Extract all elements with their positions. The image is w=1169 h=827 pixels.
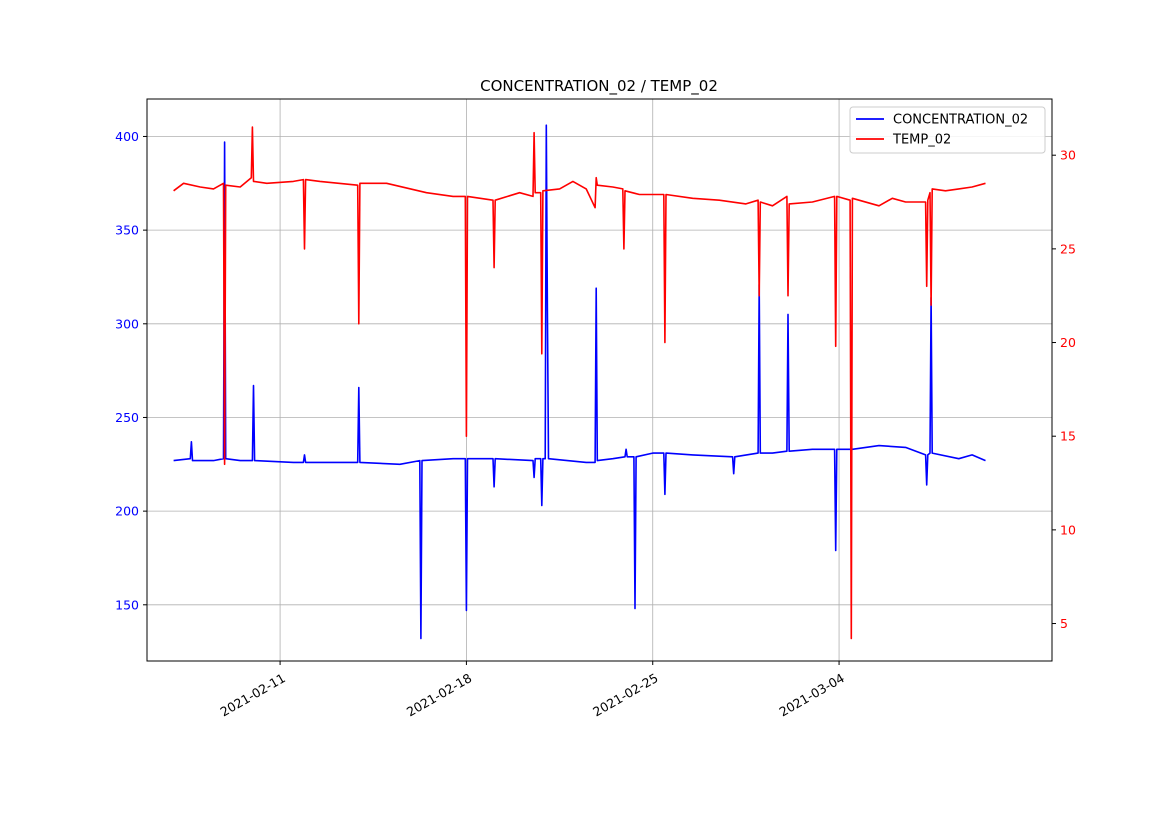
plot-area-frame: [146, 98, 1053, 662]
series-line-temp-02: [173, 126, 986, 640]
y-left-tick-label: 250: [115, 410, 139, 425]
y-right-tick-label: 20: [1060, 335, 1076, 350]
y-left-tick-label: 350: [115, 223, 139, 238]
legend-box: [849, 106, 1046, 154]
legend-label: CONCENTRATION_02: [893, 113, 1028, 128]
legend: CONCENTRATION_02 TEMP_02: [849, 106, 1046, 154]
y-right-tick-label: 25: [1060, 241, 1076, 256]
y-right-tick-label: 10: [1060, 522, 1076, 537]
y-left-tick-label: 200: [115, 504, 139, 519]
y-right-tick-label: 15: [1060, 429, 1076, 444]
series-layer: [173, 124, 986, 640]
y-left-tick-label: 400: [115, 129, 139, 144]
y-right-tick-label: 30: [1060, 148, 1076, 163]
y-left-tick-label: 300: [115, 316, 139, 331]
y-right-tick-label: 5: [1060, 616, 1068, 631]
legend-label: TEMP_02: [892, 133, 951, 148]
y-left-tick-label: 150: [115, 597, 139, 612]
series-line-concentration-02: [173, 124, 986, 640]
chart-title: CONCENTRATION_02 / TEMP_02: [480, 77, 718, 96]
